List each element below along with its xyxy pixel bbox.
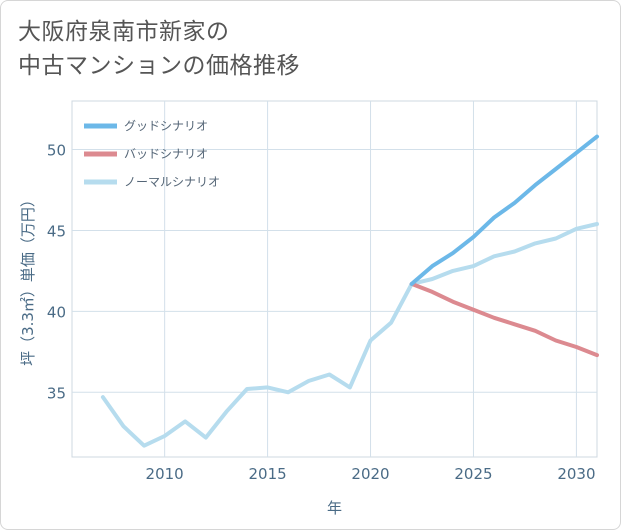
chart-title-line-2: 中古マンションの価格推移 (18, 53, 300, 79)
x-tick-label: 2025 (454, 465, 492, 483)
chart-title-line-1: 大阪府泉南市新家の (18, 19, 230, 45)
x-tick-label: 2015 (248, 465, 286, 483)
y-tick-label: 35 (47, 384, 66, 402)
chart-title: 大阪府泉南市新家の 中古マンションの価格推移 (18, 15, 300, 83)
legend-label: グッドシナリオ (124, 119, 208, 133)
x-axis-title: 年 (327, 499, 342, 517)
y-axis-title: 坪（3.3㎡）単価（万円） (19, 192, 37, 366)
series-line (409, 281, 599, 358)
plot-frame (71, 100, 598, 458)
legend-label: バッドシナリオ (124, 147, 208, 161)
series-line (409, 134, 599, 286)
x-tick-label: 2020 (351, 465, 389, 483)
legend-label: ノーマルシナリオ (124, 175, 220, 189)
y-tick-label: 45 (47, 222, 66, 240)
x-tick-label: 2010 (146, 465, 184, 483)
x-tick-label: 2030 (557, 465, 595, 483)
series-line (100, 222, 599, 448)
y-tick-label: 50 (47, 142, 66, 160)
y-tick-label: 40 (47, 303, 66, 321)
